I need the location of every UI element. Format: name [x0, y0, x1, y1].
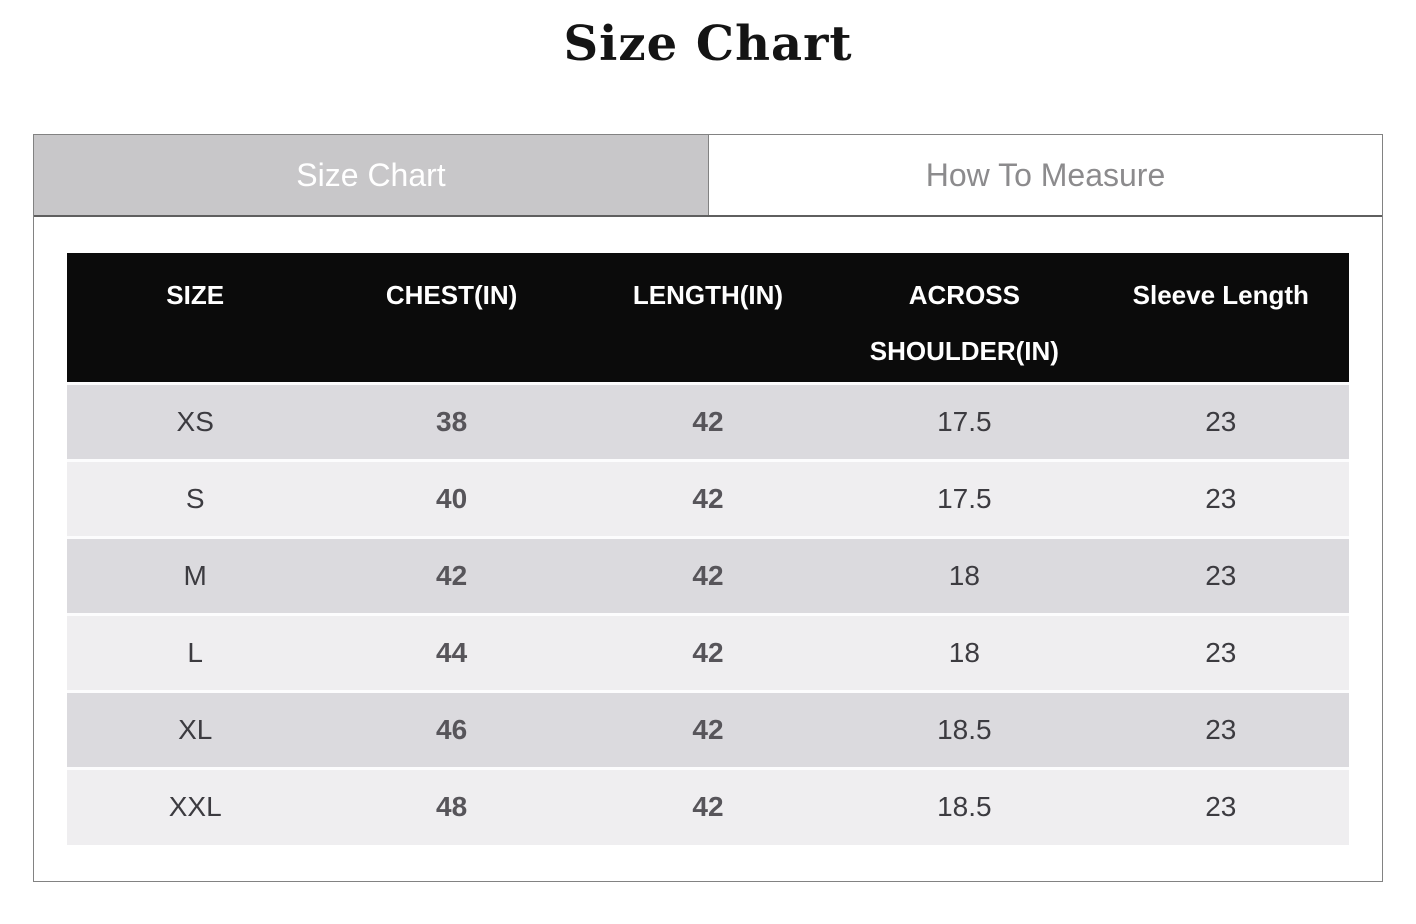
cell-across-shoulder: 17.5	[836, 458, 1093, 537]
table-row-xl: XL 46 42 18.5 23	[67, 689, 1349, 768]
size-table-body: XS 38 42 17.5 23 S 40 42 17.5 23 M 42 42	[67, 381, 1349, 845]
cell-sleeve-length: 23	[1092, 612, 1349, 691]
cell-chest: 38	[323, 381, 580, 460]
cell-length: 42	[579, 381, 837, 460]
table-row-m: M 42 42 18 23	[67, 535, 1349, 614]
cell-chest: 46	[323, 689, 580, 768]
col-header-size: SIZE	[67, 253, 324, 383]
cell-chest: 44	[323, 612, 580, 691]
tab-size-chart[interactable]: Size Chart	[34, 135, 708, 215]
cell-length: 42	[579, 612, 837, 691]
cell-length: 42	[579, 689, 837, 768]
cell-size: XXL	[67, 766, 324, 845]
tab-how-to-measure[interactable]: How To Measure	[708, 135, 1382, 215]
cell-across-shoulder: 18	[836, 535, 1093, 614]
cell-size: L	[67, 612, 324, 691]
table-row-xs: XS 38 42 17.5 23	[67, 381, 1349, 460]
cell-sleeve-length: 23	[1092, 689, 1349, 768]
table-row-s: S 40 42 17.5 23	[67, 458, 1349, 537]
table-row-xxl: XXL 48 42 18.5 23	[67, 766, 1349, 845]
size-chart-panel: Size Chart How To Measure SIZE CHEST(IN)…	[33, 134, 1383, 882]
col-header-chest: CHEST(IN)	[323, 253, 580, 383]
col-header-length: LENGTH(IN)	[579, 253, 837, 383]
tab-bar: Size Chart How To Measure	[34, 135, 1382, 217]
cell-sleeve-length: 23	[1092, 766, 1349, 845]
cell-sleeve-length: 23	[1092, 381, 1349, 460]
cell-size: XL	[67, 689, 324, 768]
cell-size: S	[67, 458, 324, 537]
size-table-header-row: SIZE CHEST(IN) LENGTH(IN) ACROSS SHOULDE…	[67, 253, 1349, 383]
cell-chest: 42	[323, 535, 580, 614]
cell-across-shoulder: 18.5	[836, 689, 1093, 768]
cell-across-shoulder: 18.5	[836, 766, 1093, 845]
col-header-across-shoulder: ACROSS SHOULDER(IN)	[836, 253, 1093, 383]
cell-across-shoulder: 18	[836, 612, 1093, 691]
size-table: SIZE CHEST(IN) LENGTH(IN) ACROSS SHOULDE…	[67, 253, 1349, 845]
col-header-sleeve-length: Sleeve Length	[1092, 253, 1349, 383]
page-title: Size Chart	[563, 16, 853, 72]
cell-across-shoulder: 17.5	[836, 381, 1093, 460]
cell-chest: 48	[323, 766, 580, 845]
cell-sleeve-length: 23	[1092, 458, 1349, 537]
cell-length: 42	[579, 766, 837, 845]
cell-sleeve-length: 23	[1092, 535, 1349, 614]
table-row-l: L 44 42 18 23	[67, 612, 1349, 691]
cell-size: M	[67, 535, 324, 614]
cell-length: 42	[579, 458, 837, 537]
tab-content: SIZE CHEST(IN) LENGTH(IN) ACROSS SHOULDE…	[34, 217, 1382, 845]
cell-length: 42	[579, 535, 837, 614]
cell-size: XS	[67, 381, 324, 460]
cell-chest: 40	[323, 458, 580, 537]
